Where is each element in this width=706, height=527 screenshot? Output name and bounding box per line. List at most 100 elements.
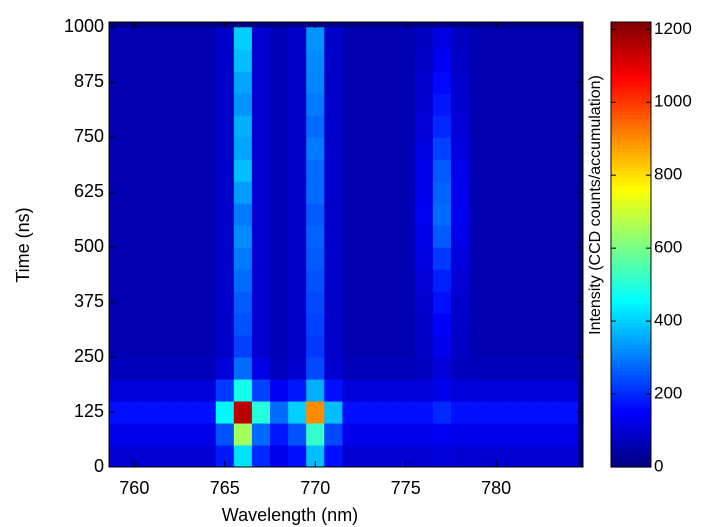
colorbar-tick-label: 400 [654, 311, 682, 330]
heatmap-cell [306, 27, 325, 50]
heatmap-cell [324, 159, 343, 182]
heatmap-cell [396, 27, 416, 50]
colorbar-segment [611, 77, 651, 82]
heatmap-cell [559, 379, 579, 402]
heatmap-cell [197, 357, 217, 380]
heatmap-cell [360, 225, 380, 248]
colorbar-segment [611, 274, 651, 279]
heatmap-cell [414, 49, 434, 72]
heatmap-cell [469, 181, 488, 204]
colorbar-segment [611, 233, 651, 238]
heatmap-cell [324, 269, 343, 292]
plot-frame [108, 21, 584, 468]
heatmap-cell [324, 49, 343, 72]
heatmap-cell [432, 247, 452, 270]
heatmap-cell [505, 203, 524, 226]
colorbar-segment [611, 88, 651, 94]
heatmap-cell [215, 423, 235, 446]
colorbar-segment [611, 151, 651, 157]
heatmap-cell [179, 291, 199, 314]
heatmap-cell [432, 181, 452, 204]
colorbar-segment [611, 389, 651, 394]
colorbar-segment [611, 281, 651, 286]
y-tick-label: 625 [74, 181, 104, 201]
heatmap-cell [125, 159, 144, 182]
heatmap-cell [541, 335, 560, 358]
heatmap-cell [324, 181, 343, 204]
heatmap-cell [559, 247, 579, 270]
heatmap-cell [251, 159, 271, 182]
heatmap-cell [450, 313, 470, 336]
heatmap-cell [541, 137, 560, 160]
colorbar-segment [611, 433, 651, 438]
colorbar-segment [611, 214, 651, 220]
heatmap-cell [342, 203, 361, 226]
colorbar-segment [611, 348, 651, 353]
colorbar-segment [611, 85, 651, 90]
colorbar-segment [611, 62, 651, 68]
heatmap-cell [541, 423, 560, 446]
heatmap-cell [324, 445, 343, 467]
heatmap-cell [306, 181, 325, 204]
heatmap-cell [109, 247, 126, 270]
heatmap-cell [270, 71, 289, 94]
colorbar-segment [611, 455, 651, 461]
colorbar-segment [611, 318, 651, 323]
heatmap-cell [324, 93, 343, 116]
heatmap-cell [342, 115, 361, 138]
heatmap-cell [414, 291, 434, 314]
heatmap-cell [523, 49, 542, 72]
heatmap-cell [342, 71, 361, 94]
x-tick-label: 770 [300, 478, 330, 498]
heatmap-cell [125, 269, 144, 292]
heatmap-cell [161, 27, 181, 50]
heatmap-cell [251, 49, 271, 72]
heatmap-cell [179, 269, 199, 292]
heatmap-cell [523, 93, 542, 116]
heatmap-cell [125, 27, 144, 50]
colorbar-segment [611, 329, 651, 335]
colorbar-segment [611, 259, 651, 264]
colorbar-segment [611, 314, 651, 320]
colorbar-segment [611, 322, 651, 327]
heatmap-cell [505, 225, 524, 248]
heatmap-cell [487, 137, 506, 160]
heatmap-cell [143, 93, 162, 116]
heatmap-cell [414, 93, 434, 116]
x-axis-label: Wavelength (nm) [222, 505, 358, 525]
heatmap-cell [523, 269, 542, 292]
heatmap-cell [109, 445, 126, 467]
heatmap-cell [306, 423, 325, 446]
heatmap-cell [487, 27, 506, 50]
heatmap-cell [414, 203, 434, 226]
heatmap-cell [251, 445, 271, 467]
heatmap-cell [251, 335, 271, 358]
heatmap-cell [559, 335, 579, 358]
colorbar-segment [611, 418, 651, 424]
colorbar-tick-label: 800 [654, 165, 682, 184]
colorbar-segment [611, 307, 651, 312]
heatmap-cell [450, 181, 470, 204]
heatmap-cell [270, 27, 289, 50]
heatmap-cell [559, 269, 579, 292]
colorbar-segment [611, 174, 651, 179]
colorbar-segment [611, 300, 651, 305]
heatmap-cell [342, 269, 361, 292]
heatmap-cell [414, 379, 434, 402]
heatmap-cell [342, 335, 361, 358]
heatmap-cell [505, 159, 524, 182]
heatmap-cell [143, 71, 162, 94]
heatmap-cell [378, 27, 398, 50]
heatmap-cell [251, 203, 271, 226]
heatmap-cell [469, 203, 488, 226]
heatmap-cell [360, 379, 380, 402]
heatmap-cell [161, 335, 181, 358]
heatmap-cell [324, 313, 343, 336]
heatmap-cell [306, 137, 325, 160]
heatmap-cell [215, 49, 235, 72]
heatmap-cell [432, 423, 452, 446]
heatmap-cell [215, 93, 235, 116]
heatmap-cell [342, 445, 361, 467]
colorbar-segment [611, 207, 651, 212]
heatmap-cell [487, 291, 506, 314]
